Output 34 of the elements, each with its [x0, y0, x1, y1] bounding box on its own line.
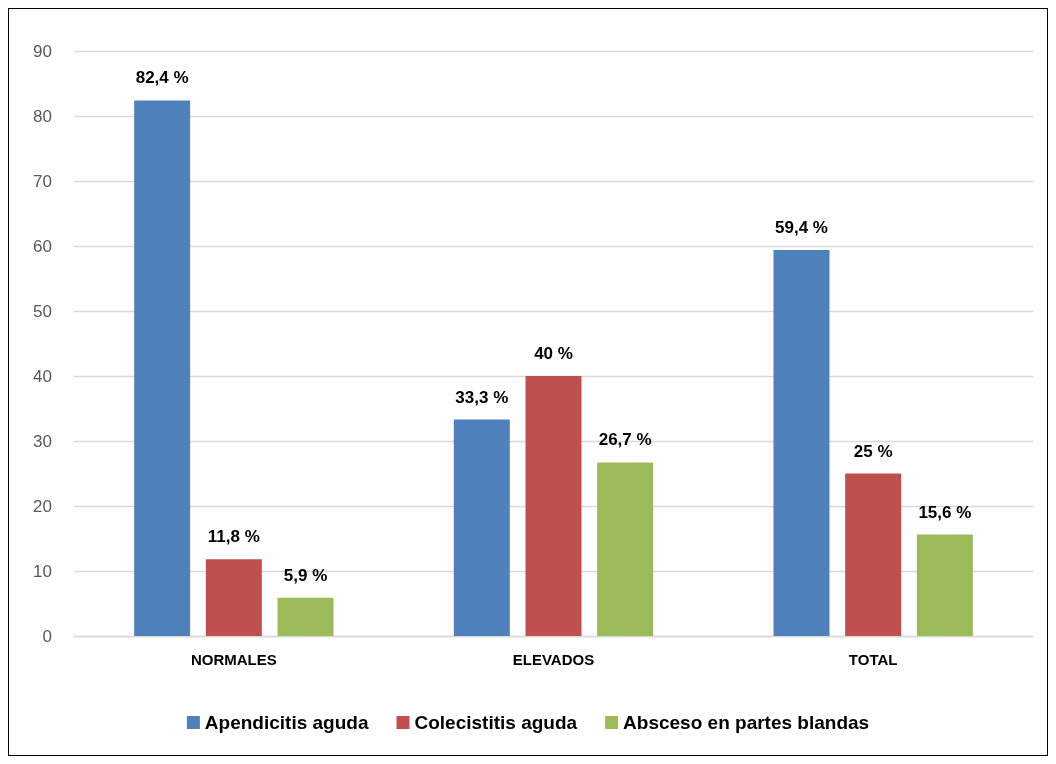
data-label: 26,7 %	[598, 430, 652, 450]
data-label: 25 %	[853, 441, 893, 461]
bar	[525, 376, 582, 636]
y-tick-label: 10	[33, 561, 52, 581]
bar	[773, 249, 830, 636]
bar	[916, 534, 973, 636]
x-tick-label: ELEVADOS	[512, 651, 595, 668]
data-label: 59,4 %	[775, 217, 828, 237]
y-tick-label: 90	[33, 41, 52, 61]
data-label: 11,8 %	[207, 527, 260, 547]
y-tick-label: 40	[33, 366, 52, 386]
y-tick-label: 50	[33, 301, 52, 321]
bar	[277, 597, 334, 636]
y-tick-label: 0	[42, 626, 52, 646]
y-tick-label: 60	[33, 236, 52, 256]
data-label: 5,9 %	[283, 565, 328, 585]
x-tick-label: TOTAL	[848, 651, 898, 668]
data-label: 15,6 %	[918, 502, 972, 522]
y-tick-label: 80	[33, 106, 52, 126]
y-tick-label: 30	[33, 431, 52, 451]
legend-label: Absceso en partes blandas	[623, 712, 870, 733]
legend-label: Apendicitis aguda	[204, 712, 369, 733]
bar	[597, 462, 654, 636]
y-tick-label: 70	[33, 171, 52, 191]
bar	[205, 559, 262, 636]
bar	[134, 100, 191, 636]
data-label: 33,3 %	[455, 387, 509, 407]
x-tick-label: NORMALES	[190, 651, 277, 668]
data-label: 40 %	[534, 344, 573, 363]
data-label: 82,4 %	[135, 68, 189, 88]
legend-label: Colecistitis aguda	[414, 712, 578, 733]
y-tick-label: 20	[33, 496, 52, 516]
bar	[453, 419, 510, 636]
bar	[845, 473, 902, 636]
